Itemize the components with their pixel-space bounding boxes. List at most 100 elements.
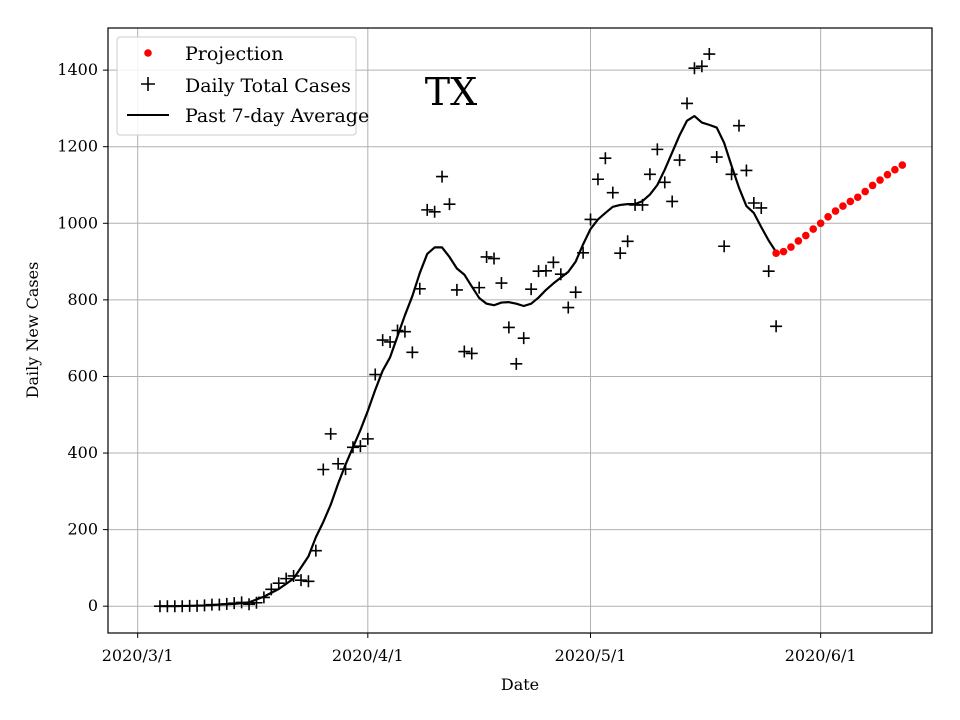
daily-cases-point [265, 583, 278, 596]
daily-cases-point [562, 301, 575, 314]
projection-point [779, 247, 788, 256]
x-tick-label: 2020/5/1 [555, 646, 627, 665]
daily-cases-point [718, 240, 731, 253]
daily-cases-point [621, 235, 634, 248]
legend-average-label: Past 7-day Average [185, 105, 369, 127]
projection-point [802, 231, 810, 240]
daily-cases-point [703, 48, 716, 61]
y-tick-label: 600 [67, 366, 98, 385]
daily-cases-point [547, 256, 560, 269]
legend-box [116, 36, 357, 136]
daily-cases-point [517, 332, 530, 345]
legend-projection-label: Projection [185, 43, 283, 65]
daily-cases-point [725, 168, 738, 181]
daily-cases-point [257, 591, 270, 604]
daily-cases-point [747, 196, 760, 209]
y-tick-label: 400 [67, 443, 98, 462]
projection-point [787, 243, 795, 251]
x-axis-label: Date [501, 675, 539, 694]
daily-cases-point [510, 357, 523, 370]
daily-cases-point [384, 335, 397, 348]
daily-cases-point [755, 201, 768, 214]
projection-point [853, 193, 862, 202]
daily-cases-point [413, 282, 426, 295]
daily-cases-point [732, 119, 745, 132]
daily-cases-point [688, 62, 701, 75]
daily-cases-point [569, 286, 582, 299]
plot-frame [107, 27, 933, 634]
daily-cases-point [243, 598, 256, 611]
projection-point [794, 237, 803, 245]
daily-cases-point [673, 154, 686, 167]
daily-cases-point [324, 427, 337, 440]
legend-projection-marker [144, 49, 152, 57]
daily-cases-point [458, 345, 471, 358]
y-tick-label: 200 [67, 520, 98, 539]
daily-cases-point [762, 265, 775, 278]
daily-cases-point [346, 441, 359, 454]
daily-cases-point [584, 213, 597, 226]
daily-cases-point [361, 432, 374, 445]
daily-cases-point [770, 320, 783, 333]
daily-cases-point [614, 247, 627, 260]
daily-cases-point [666, 195, 679, 208]
daily-cases-point [599, 152, 612, 165]
daily-cases-point [280, 572, 293, 585]
projection-point [772, 249, 780, 257]
daily-cases-point [309, 544, 322, 557]
y-tick-label: 0 [88, 596, 98, 615]
daily-cases-point [317, 463, 330, 476]
daily-cases-point [465, 347, 478, 360]
y-tick-label: 1400 [57, 60, 98, 79]
daily-cases-point [643, 168, 656, 181]
daily-cases-point [539, 264, 552, 277]
daily-cases-point [391, 324, 404, 337]
plot-data [153, 48, 907, 613]
projection-point [846, 197, 855, 206]
x-tick-label: 2020/6/1 [785, 646, 857, 665]
daily-cases-point [450, 283, 463, 296]
projection-point [883, 170, 892, 179]
legend: Projection Daily Total Cases Past 7-day … [116, 36, 369, 136]
daily-cases-point [406, 346, 419, 359]
daily-cases-point [695, 60, 708, 73]
legend-daily-label: Daily Total Cases [185, 75, 351, 97]
daily-cases-point [421, 203, 434, 216]
projection-point [898, 161, 907, 169]
daily-cases-point [235, 596, 248, 609]
daily-cases-point [525, 283, 538, 296]
daily-cases-point [636, 198, 649, 211]
projection-point [809, 225, 818, 233]
daily-cases-point [710, 151, 723, 164]
daily-cases-point [591, 173, 604, 186]
series-line-7day-average [159, 114, 778, 608]
projection-point [868, 181, 877, 190]
daily-cases-point [606, 186, 619, 199]
y-tick-label: 1000 [57, 213, 98, 232]
projection-point [876, 176, 884, 184]
daily-cases-point [502, 321, 515, 334]
daily-cases-point [651, 143, 664, 156]
x-tick-label: 2020/3/1 [102, 646, 174, 665]
daily-cases-point [473, 281, 486, 294]
daily-cases-point [287, 569, 300, 582]
daily-cases-point [740, 164, 753, 177]
x-tick-label: 2020/4/1 [332, 646, 404, 665]
daily-cases-point [250, 596, 263, 609]
daily-cases-point [272, 577, 285, 590]
daily-cases-point [339, 463, 352, 476]
daily-cases-point [480, 250, 493, 263]
projection-point [891, 165, 899, 174]
daily-cases-point [369, 368, 382, 381]
y-tick-label: 800 [67, 290, 98, 309]
projection-point [816, 219, 825, 228]
projection-point [831, 207, 840, 215]
daily-cases-point [658, 176, 671, 189]
projection-point [824, 212, 832, 221]
daily-cases-point [577, 246, 590, 259]
daily-cases-point [443, 198, 456, 211]
axes: 2020/3/1 2020/4/1 2020/5/1 2020/6/1 0 200 400 6… [57, 60, 856, 665]
grid [108, 28, 932, 633]
projection-point [839, 202, 847, 210]
